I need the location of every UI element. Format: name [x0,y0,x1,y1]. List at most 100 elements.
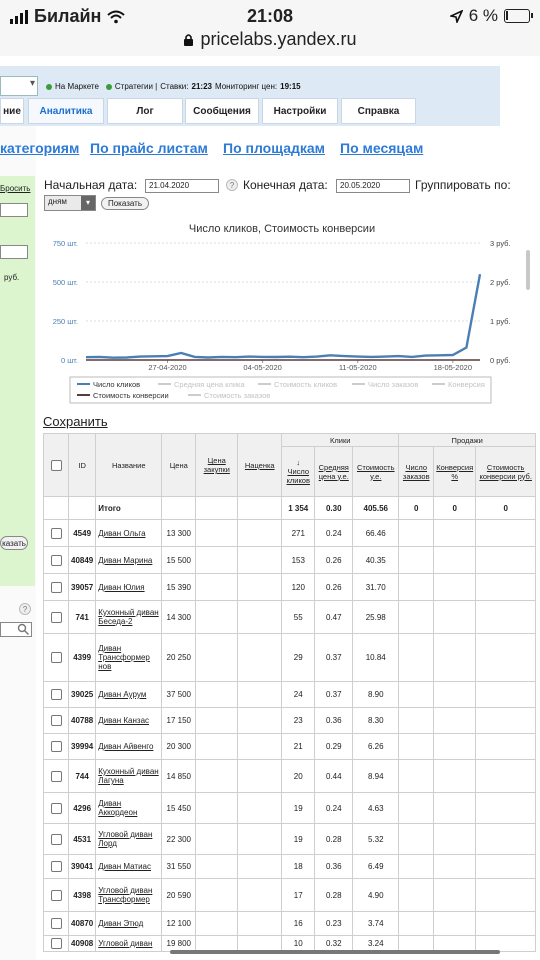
link-by-months[interactable]: По месяцам [340,140,424,156]
row-checkbox[interactable] [50,741,62,752]
row-name-link[interactable]: Диван Матиас [95,854,163,879]
row-name-link[interactable]: Диван Трансформер нов [95,633,163,682]
table-row[interactable]: 40788 Диван Канзас 17 150 23 0.36 8.30 [43,707,537,734]
header-conversion-cost[interactable]: Стоимость конверсии руб. [475,446,537,497]
table-row[interactable]: 39057 Диван Юлия 15 390 120 0.26 31.70 [43,573,537,601]
table-row[interactable]: 744 Кухонный диван Лагуна 14 850 20 0.44 8.94 [43,759,537,793]
row-name-link[interactable]: Диван Марина [95,546,163,574]
header-price[interactable]: Цена [161,433,197,497]
end-date-input[interactable]: 20.05.2020 [336,179,410,193]
table-row[interactable]: 4398 Угловой диван Трансформер 20 590 17 0.2… [43,878,537,912]
header-cost[interactable]: Стоимость у.е. [352,446,400,497]
row-select-cell[interactable] [43,759,69,793]
header-select-all[interactable] [43,433,69,497]
page-scrollbar[interactable] [526,250,530,290]
row-select-cell[interactable] [43,911,69,936]
row-name-link[interactable]: Диван Айвенго [95,733,163,760]
header-conversion[interactable]: Конверсия % [433,446,477,497]
table-row[interactable]: 40908 Угловой диван 19 800 10 0.32 3.24 [43,935,537,952]
header-purchase-price[interactable]: Цена закупки [195,433,239,497]
row-select-cell[interactable] [43,935,69,952]
shop-select[interactable] [0,76,38,96]
left-filter-input-2[interactable] [0,245,28,259]
link-by-platforms[interactable]: По площадкам [223,140,326,156]
row-select-cell[interactable] [43,707,69,734]
show-button[interactable]: Показать [101,197,149,210]
select-all-checkbox[interactable] [50,459,62,471]
save-link[interactable]: Сохранить [43,414,108,429]
header-avg-price[interactable]: Средняя цена у.е. [314,446,354,497]
table-row[interactable]: 741 Кухонный диван Беседа-2 14 300 55 0.47 25… [43,600,537,634]
row-name-link[interactable]: Диван Аурум [95,681,163,708]
row-select-cell[interactable] [43,600,69,634]
reset-link[interactable]: Бросить [0,184,31,193]
table-row[interactable]: 4531 Угловой диван Лорд 22 300 19 0.28 5.32 [43,823,537,855]
row-name-link[interactable]: Угловой диван Лорд [95,823,163,855]
row-checkbox[interactable] [50,802,62,814]
row-checkbox[interactable] [50,581,62,593]
table-row[interactable]: 4296 Диван Аккордеон 15 450 19 0.24 4.63 [43,792,537,824]
row-select-cell[interactable] [43,878,69,912]
row-checkbox[interactable] [50,689,62,700]
row-select-cell[interactable] [43,733,69,760]
row-checkbox[interactable] [50,938,62,949]
tab-partial[interactable]: ние [0,98,24,124]
table-row[interactable]: 40849 Диван Марина 15 500 153 0.26 40.35 [43,546,537,574]
table-row[interactable]: 4399 Диван Трансформер нов 20 250 29 0.37 10.… [43,633,537,682]
start-date-input[interactable]: 21.04.2020 [145,179,219,193]
table-row[interactable]: 39025 Диван Аурум 37 500 24 0.37 8.90 [43,681,537,708]
row-select-cell[interactable] [43,546,69,574]
row-checkbox[interactable] [50,715,62,726]
row-name-link[interactable]: Угловой диван Трансформер [95,878,163,912]
left-filter-input[interactable] [0,203,28,217]
row-select-cell[interactable] [43,792,69,824]
address-bar[interactable]: pricelabs.yandex.ru [0,29,540,50]
help-icon[interactable]: ? [19,603,31,615]
table-row[interactable]: 39041 Диван Матиас 31 550 18 0.36 6.49 [43,854,537,879]
header-markup[interactable]: Наценка [237,433,283,497]
row-name-link[interactable]: Диван Этюд [95,911,163,936]
left-show-button[interactable]: казать [0,536,28,550]
row-select-cell[interactable] [43,633,69,682]
row-checkbox[interactable] [50,770,62,782]
row-checkbox[interactable] [50,554,62,566]
status-dot-icon [46,83,52,90]
header-name[interactable]: Название [95,433,163,497]
tab-log[interactable]: Лог [107,98,183,124]
help-icon[interactable]: ? [226,179,238,191]
row-select-cell[interactable] [43,854,69,879]
row-name-link[interactable]: Диван Аккордеон [95,792,163,824]
row-checkbox[interactable] [50,527,62,539]
row-checkbox[interactable] [50,652,62,663]
tab-analytics[interactable]: Аналитика [28,98,104,124]
row-checkbox[interactable] [50,833,62,845]
table-row[interactable]: 40870 Диван Этюд 12 100 16 0.23 3.74 [43,911,537,936]
link-by-categories[interactable]: категориям [0,140,80,156]
row-select-cell[interactable] [43,823,69,855]
tab-messages[interactable]: Сообщения [185,98,259,124]
row-checkbox[interactable] [50,918,62,929]
row-name-link[interactable]: Диван Канзас [95,707,163,734]
tab-settings[interactable]: Настройки [262,98,338,124]
table-row[interactable]: 39994 Диван Айвенго 20 300 21 0.29 6.26 [43,733,537,760]
row-name-link[interactable]: Угловой диван [95,935,163,952]
row-name-link[interactable]: Кухонный диван Лагуна [95,759,163,793]
row-select-cell[interactable] [43,573,69,601]
tab-help[interactable]: Справка [341,98,416,124]
group-by-select[interactable]: дням ▾ [44,195,96,211]
row-checkbox[interactable] [50,889,62,901]
row-name-link[interactable]: Диван Ольга [95,519,163,547]
horizontal-scrollbar[interactable] [170,950,500,954]
row-select-cell[interactable] [43,519,69,547]
row-name-link[interactable]: Кухонный диван Беседа-2 [95,600,163,634]
header-click-count[interactable]: ↓ Число кликов [281,446,316,497]
row-name-link[interactable]: Диван Юлия [95,573,163,601]
row-checkbox[interactable] [50,861,62,872]
row-select-cell[interactable] [43,681,69,708]
header-orders[interactable]: Число заказов [398,446,435,497]
row-checkbox[interactable] [50,611,62,623]
search-icon[interactable] [17,623,30,636]
header-id[interactable]: ID [67,433,97,497]
link-by-pricelists[interactable]: По прайс листам [90,140,208,156]
table-row[interactable]: 4549 Диван Ольга 13 300 271 0.24 66.46 [43,519,537,547]
